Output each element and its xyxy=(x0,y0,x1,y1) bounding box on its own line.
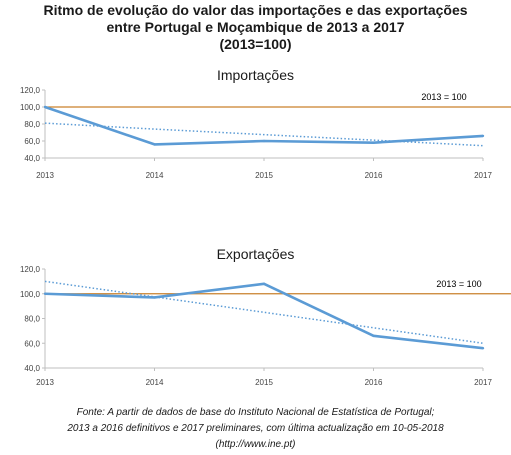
y-tick-label: 100,0 xyxy=(20,290,41,299)
data-point xyxy=(481,134,485,138)
imports-chart: 40,0 60,0 80,0 100,0 120,0 2013 2014 2015 2016 20… xyxy=(20,86,511,180)
y-tick-label: 60,0 xyxy=(24,339,40,348)
data-point xyxy=(153,143,156,146)
y-tick-label: 120,0 xyxy=(20,86,41,95)
y-tick-label: 40,0 xyxy=(24,154,40,163)
y-tick-label: 60,0 xyxy=(24,137,40,146)
y-tick-label: 100,0 xyxy=(20,103,41,112)
reference-line-label: 2013 = 100 xyxy=(436,279,481,289)
series-line xyxy=(44,105,484,146)
exports-chart-title: Exportações xyxy=(216,246,295,262)
y-tick-label: 120,0 xyxy=(20,265,41,274)
data-point xyxy=(372,334,375,338)
x-tick-label: 2015 xyxy=(255,171,273,180)
x-tick-label: 2017 xyxy=(474,171,492,180)
exports-chart: 40,0 60,0 80,0 100,0 120,0 2013 2014 2015 2016 20… xyxy=(20,265,511,387)
x-tick-label: 2014 xyxy=(146,171,164,180)
x-tick-label: 2016 xyxy=(365,378,383,387)
source-line3: (http://www.ine.pt) xyxy=(215,439,296,450)
x-tick-label: 2013 xyxy=(36,378,54,387)
y-tick-label: 80,0 xyxy=(24,315,40,324)
x-tick-label: 2015 xyxy=(255,378,273,387)
reference-line-label: 2013 = 100 xyxy=(421,92,466,102)
data-point xyxy=(262,139,266,143)
data-point xyxy=(43,292,47,295)
y-tick-label: 40,0 xyxy=(24,364,40,373)
x-tick-label: 2014 xyxy=(146,378,164,387)
source-note: Fonte: A partir de dados de base do Inst… xyxy=(0,405,511,453)
trendline xyxy=(44,280,484,344)
x-tick-label: 2016 xyxy=(365,171,383,180)
source-line1: Fonte: A partir de dados de base do Inst… xyxy=(76,407,435,418)
data-point xyxy=(43,105,47,109)
x-tick-label: 2013 xyxy=(36,171,54,180)
source-line2: 2013 a 2016 definitivos e 2017 prelimina… xyxy=(67,423,444,434)
main-title-line3: (2013=100) xyxy=(219,36,292,52)
x-tick-label: 2017 xyxy=(474,378,492,387)
data-point xyxy=(481,347,485,350)
trendline xyxy=(44,122,484,147)
y-tick-label: 80,0 xyxy=(24,120,40,129)
data-point xyxy=(372,141,375,144)
imports-chart-title: Importações xyxy=(216,67,295,83)
main-title-line1: Ritmo de evolução do valor das importaçõ… xyxy=(43,2,468,18)
data-point xyxy=(262,282,266,286)
main-title: Ritmo de evolução do valor das importaçõ… xyxy=(0,2,511,53)
main-title-line2: entre Portugal e Moçambique de 2013 a 20… xyxy=(106,19,405,35)
data-point xyxy=(153,296,156,299)
